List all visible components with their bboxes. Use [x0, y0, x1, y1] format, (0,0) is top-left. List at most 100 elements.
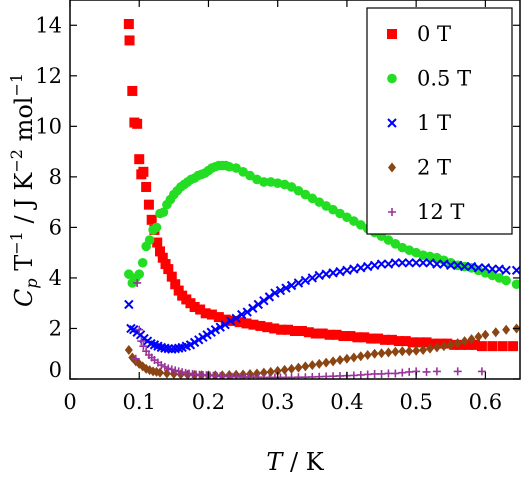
- data-point-series-0: [269, 323, 280, 334]
- data-point-series-3: [439, 341, 448, 352]
- legend-marker: [387, 73, 397, 84]
- data-point-series-3: [259, 367, 268, 378]
- data-point-series-0: [435, 338, 446, 349]
- data-point-series-2: [369, 260, 380, 271]
- data-point-series-3: [287, 363, 296, 374]
- x-tick-label: 0.3: [261, 390, 294, 414]
- data-point-series-2: [335, 266, 345, 277]
- data-point-series-0: [276, 324, 287, 335]
- data-point-series-3: [363, 349, 372, 360]
- data-point-series-2: [124, 299, 134, 310]
- data-point-series-2: [459, 261, 470, 272]
- data-point-series-2: [452, 260, 463, 271]
- legend-label: 2 T: [417, 156, 451, 180]
- data-point-series-2: [307, 273, 318, 283]
- data-point-series-0: [124, 35, 135, 46]
- data-point-series-2: [293, 278, 304, 288]
- data-point-series-2: [248, 303, 258, 313]
- data-point-series-2: [446, 260, 456, 271]
- data-point-series-0: [303, 327, 314, 338]
- data-point-series-2: [487, 264, 498, 274]
- data-point-series-3: [322, 357, 331, 368]
- data-point-series-2: [494, 264, 504, 274]
- data-point-series-3: [280, 364, 289, 375]
- data-point-series-3: [426, 343, 434, 354]
- data-point-series-4: [356, 370, 365, 379]
- data-point-series-0: [345, 331, 356, 342]
- data-point-series-0: [428, 338, 439, 349]
- data-point-series-3: [349, 352, 358, 363]
- data-point-series-4: [315, 372, 324, 379]
- data-point-series-0: [248, 319, 259, 330]
- data-point-series-2: [321, 269, 331, 279]
- data-point-series-3: [370, 348, 379, 359]
- data-point-series-0: [463, 339, 474, 350]
- data-point-series-0: [200, 308, 211, 319]
- data-point-series-0: [138, 166, 149, 177]
- data-point-series-3: [474, 331, 483, 342]
- data-point-series-1: [501, 275, 511, 286]
- data-point-series-2: [328, 268, 338, 278]
- data-point-series-2: [349, 264, 359, 274]
- data-point-series-1: [259, 177, 269, 187]
- data-point-series-3: [491, 327, 500, 338]
- legend-label: 0 T: [417, 22, 451, 46]
- data-point-series-0: [134, 154, 145, 165]
- data-point-series-2: [404, 258, 414, 268]
- data-point-series-3: [467, 334, 476, 345]
- data-point-series-2: [362, 261, 373, 272]
- x-tick-label: 0.1: [123, 390, 156, 414]
- data-point-series-3: [356, 351, 365, 362]
- data-point-series-4: [294, 373, 303, 379]
- data-point-series-0: [262, 322, 273, 333]
- data-point-series-0: [386, 334, 397, 345]
- data-point-series-0: [127, 85, 138, 96]
- data-point-series-0: [206, 309, 217, 320]
- data-point-series-2: [342, 265, 352, 276]
- data-point-series-2: [215, 322, 225, 332]
- data-point-series-3: [405, 346, 414, 357]
- data-point-series-0: [213, 312, 224, 323]
- data-point-series-2: [356, 263, 366, 273]
- data-point-series-4: [370, 369, 379, 378]
- data-point-series-1: [511, 279, 520, 290]
- legend-label: 12 T: [417, 200, 464, 224]
- data-point-series-0: [132, 118, 143, 129]
- data-point-series-0: [189, 301, 200, 312]
- data-point-series-2: [432, 259, 442, 269]
- data-point-series-3: [453, 338, 462, 349]
- y-tick-label: 10: [35, 114, 62, 138]
- data-point-series-4: [405, 367, 414, 376]
- data-point-series-2: [253, 299, 264, 310]
- data-point-series-4: [422, 367, 431, 376]
- data-point-series-3: [384, 347, 393, 358]
- y-axis-label: Cp T−1 / J K−2 mol−1: [7, 73, 41, 307]
- legend-marker: [388, 208, 396, 216]
- data-point-series-3: [156, 367, 164, 378]
- data-point-series-2: [264, 292, 275, 302]
- data-point-series-0: [487, 341, 498, 352]
- data-point-series-0: [414, 337, 425, 348]
- y-tick-label: 14: [35, 13, 62, 37]
- data-point-series-0: [143, 199, 154, 210]
- legend-marker: [387, 29, 397, 39]
- data-point-series-2: [275, 285, 286, 296]
- data-point-series-0: [241, 318, 252, 329]
- data-point-series-0: [296, 325, 307, 336]
- data-point-series-3: [336, 355, 344, 366]
- data-point-series-3: [419, 344, 428, 355]
- data-point-series-1: [158, 207, 169, 218]
- data-point-series-0: [290, 325, 300, 336]
- data-point-series-1: [144, 235, 155, 245]
- data-point-series-2: [286, 280, 297, 291]
- y-tick-label: 0: [49, 358, 62, 382]
- data-point-series-4: [287, 373, 296, 379]
- data-point-series-3: [301, 361, 310, 372]
- legend-marker: [388, 162, 396, 173]
- data-point-series-3: [391, 346, 400, 357]
- data-point-series-2: [466, 261, 477, 272]
- data-point-series-3: [446, 339, 455, 350]
- y-tick-label: 6: [49, 215, 62, 239]
- data-point-series-1: [151, 222, 162, 233]
